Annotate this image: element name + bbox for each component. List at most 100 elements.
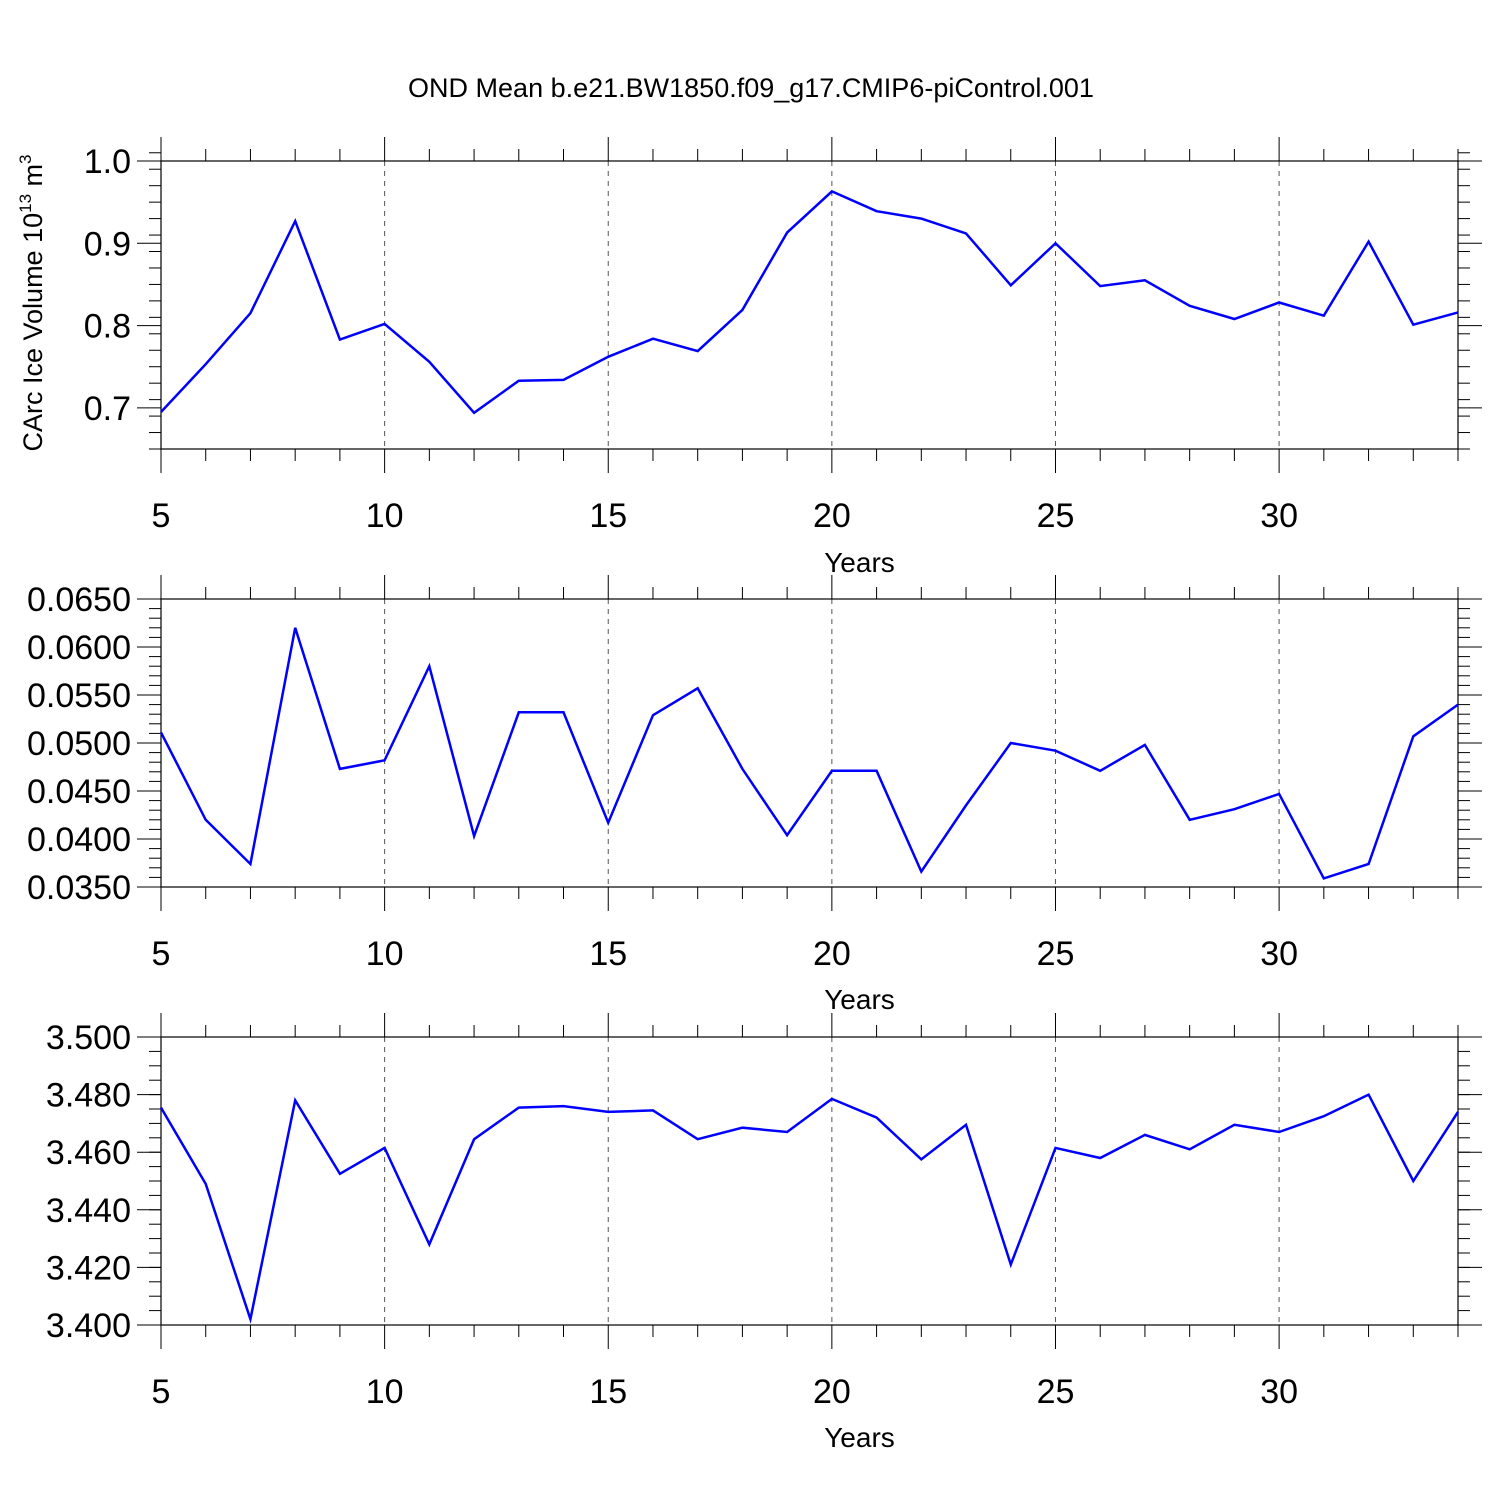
data-point [785, 231, 789, 235]
data-point [1053, 241, 1057, 245]
series-line [160, 189, 1459, 415]
data-point [1411, 323, 1415, 327]
x-tick-label: 25 [1037, 935, 1075, 973]
series-line [159, 1092, 1460, 1325]
data-point [1367, 240, 1371, 244]
x-axis-label: Years [824, 1422, 895, 1453]
data-point [204, 362, 208, 366]
data-point [1098, 284, 1102, 288]
data-point [1009, 741, 1013, 745]
data-point [517, 379, 521, 383]
data-point [427, 664, 431, 668]
x-tick-label: 15 [589, 1373, 627, 1411]
data-point [1277, 301, 1281, 305]
data-point [964, 803, 968, 807]
data-point [1411, 734, 1415, 738]
data-point [740, 767, 744, 771]
y-tick-label: 0.0350 [27, 869, 131, 907]
data-point [606, 355, 610, 359]
data-point [875, 209, 879, 213]
data-point [1188, 818, 1192, 822]
y-tick-label: 3.460 [46, 1134, 131, 1172]
data-point [204, 1182, 208, 1186]
data-point [204, 818, 208, 822]
data-point [919, 217, 923, 221]
data-point [1053, 749, 1057, 753]
panel-3: 3.400 3.420 3.440 3.460 3.480 3.500 5 10 15 20 25 3… [46, 1013, 1482, 1453]
data-point [293, 219, 297, 223]
data-point [293, 626, 297, 630]
data-point [696, 349, 700, 353]
data-point [651, 337, 655, 341]
data-point [1322, 1114, 1326, 1118]
x-tick-label: 20 [813, 1373, 851, 1411]
data-point [1143, 1133, 1147, 1137]
data-point [248, 1317, 252, 1321]
data-point [248, 311, 252, 315]
data-point [517, 1106, 521, 1110]
y-tick-label: 0.0550 [27, 677, 131, 715]
data-point [1143, 278, 1147, 282]
data-point [293, 1098, 297, 1102]
data-point [1098, 1156, 1102, 1160]
data-point [383, 1146, 387, 1150]
x-tick-label: 10 [366, 1373, 404, 1411]
x-axis-label: Years [824, 547, 895, 578]
data-point [1143, 743, 1147, 747]
data-point [1232, 1123, 1236, 1127]
x-tick-label: 5 [152, 935, 171, 973]
data-point [919, 870, 923, 874]
x-tick-label: 5 [152, 1373, 171, 1411]
x-tick-label: 20 [813, 497, 851, 535]
panel-1: 0.7 0.8 0.9 1.0 5 10 15 20 25 30 Years CArc Ice Vol… [16, 137, 1482, 578]
data-point [159, 730, 163, 734]
data-point [159, 410, 163, 414]
data-point [562, 378, 566, 382]
x-tick-label: 30 [1260, 935, 1298, 973]
x-tick-label: 10 [366, 497, 404, 535]
panel-2: 0.0350 0.0400 0.0450 0.0500 0.0550 0.0600 0.06… [27, 575, 1482, 1015]
data-point [785, 833, 789, 837]
y-tick-label: 3.440 [46, 1192, 131, 1230]
data-point [159, 1106, 163, 1110]
y-tick-label: 0.8 [84, 308, 131, 346]
data-point [1456, 1110, 1460, 1114]
data-point [562, 1104, 566, 1108]
y-tick-label: 0.0450 [27, 773, 131, 811]
data-point [383, 322, 387, 326]
data-point [1367, 1093, 1371, 1097]
data-point [696, 686, 700, 690]
data-point [427, 360, 431, 364]
x-tick-label: 30 [1260, 497, 1298, 535]
y-axis-label: CArc Ice Volume 1013 m3 [16, 154, 48, 451]
data-point [875, 1116, 879, 1120]
data-point [696, 1137, 700, 1141]
x-tick-label: 15 [589, 935, 627, 973]
y-tick-label: 0.0650 [27, 581, 131, 619]
data-point [1456, 703, 1460, 707]
x-axis-label: Years [824, 984, 895, 1015]
panels: 0.7 0.8 0.9 1.0 5 10 15 20 25 30 Years CArc Ice Vol… [16, 137, 1482, 1453]
data-point [785, 1130, 789, 1134]
data-point [964, 1123, 968, 1127]
y-tick-label: 1.0 [84, 143, 131, 181]
x-tick-label: 5 [152, 497, 171, 535]
data-point [964, 231, 968, 235]
data-point [740, 308, 744, 312]
data-point [830, 189, 834, 193]
data-point [1322, 314, 1326, 318]
data-point [651, 713, 655, 717]
y-tick-label: 3.400 [46, 1307, 131, 1345]
y-tick-label: 0.7 [84, 390, 131, 428]
data-point [875, 769, 879, 773]
y-tick-label: 3.500 [46, 1019, 131, 1057]
data-point [1322, 876, 1326, 880]
x-tick-label: 10 [366, 935, 404, 973]
data-point [338, 767, 342, 771]
y-tick-label: 0.0600 [27, 629, 131, 667]
data-point [1367, 862, 1371, 866]
x-tick-label: 30 [1260, 1373, 1298, 1411]
data-point [383, 758, 387, 762]
data-point [1411, 1179, 1415, 1183]
